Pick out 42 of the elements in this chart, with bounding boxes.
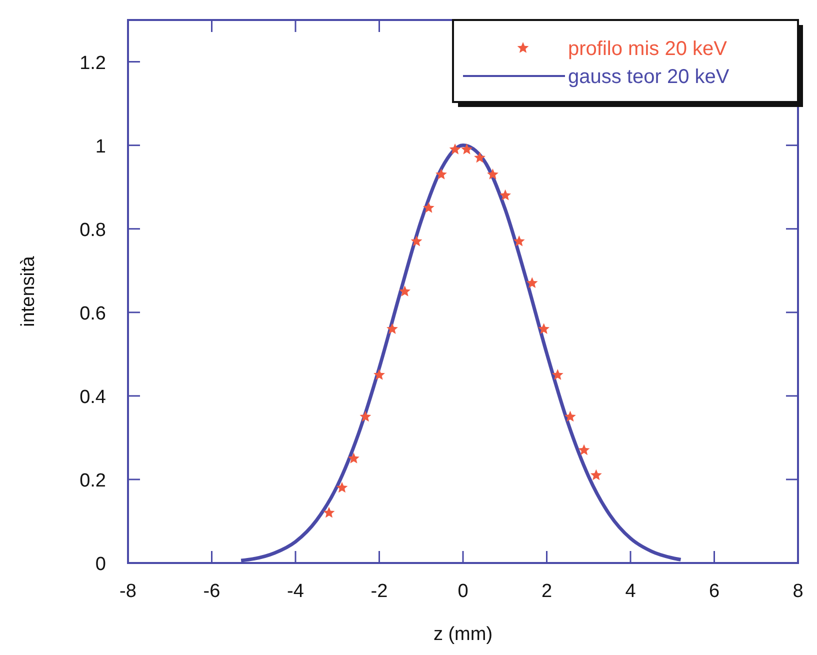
x-axis-title: z (mm) xyxy=(433,624,493,645)
y-tick-label: 0 xyxy=(95,554,106,575)
text: gauss teor 20 keV xyxy=(568,66,730,88)
point xyxy=(348,452,360,464)
point xyxy=(474,152,486,163)
point xyxy=(399,286,410,296)
x-tick-label: -8 xyxy=(120,581,136,602)
legend-label: profilo mis 20 keV xyxy=(568,38,728,60)
y-tick-label: 0.6 xyxy=(80,303,106,324)
x-tick-label: -2 xyxy=(370,581,388,602)
point xyxy=(436,168,447,180)
y-tick-label: 1.2 xyxy=(80,52,106,74)
y-tick-label: 0.8 xyxy=(80,220,106,241)
x-tick-label: 4 xyxy=(625,581,636,602)
point xyxy=(360,410,372,422)
point xyxy=(449,143,461,154)
point xyxy=(513,235,525,246)
point xyxy=(578,444,590,456)
point xyxy=(410,235,422,246)
y-tick-label: 0.4 xyxy=(80,386,106,408)
y-axis-title: intensità xyxy=(18,256,39,327)
point xyxy=(564,410,576,422)
y-tick-label: 0.2 xyxy=(80,470,106,492)
point xyxy=(422,202,434,213)
point xyxy=(590,469,602,480)
x-tick-label: -4 xyxy=(287,581,304,602)
x-tick-label: -6 xyxy=(203,581,220,602)
point xyxy=(526,277,538,288)
point xyxy=(323,506,335,518)
y-tick-label: 1 xyxy=(95,136,106,158)
point xyxy=(552,369,564,380)
x-tick-label: 8 xyxy=(792,581,804,602)
x-tick-label: 2 xyxy=(541,581,552,602)
point xyxy=(538,323,550,334)
x-tick-label: 6 xyxy=(708,581,720,602)
point xyxy=(500,189,511,200)
point xyxy=(461,143,472,154)
point xyxy=(374,369,385,380)
x-tick-label: 0 xyxy=(458,581,468,602)
point xyxy=(336,482,348,493)
point xyxy=(487,168,498,180)
point xyxy=(386,323,398,334)
